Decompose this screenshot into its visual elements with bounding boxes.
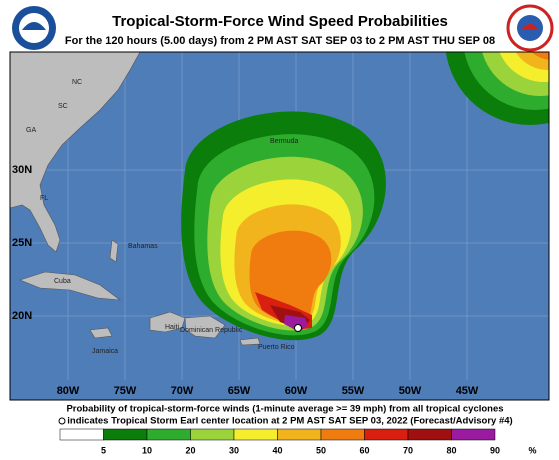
lon-label: 50W xyxy=(399,385,422,397)
place-label: Bahamas xyxy=(128,243,158,250)
land xyxy=(10,52,261,346)
lon-label: 45W xyxy=(456,385,479,397)
legend-swatch xyxy=(103,428,148,441)
legend-swatch xyxy=(233,428,278,441)
legend-label: 20 xyxy=(185,445,195,455)
legend-swatch xyxy=(59,428,104,441)
place-label: Bermuda xyxy=(270,138,299,145)
place-label: Haiti xyxy=(165,324,179,331)
legend-label: 5 xyxy=(101,445,106,455)
place-label: NC xyxy=(72,79,82,86)
lat-label: 30N xyxy=(12,164,32,176)
place-label: Dominican Republic xyxy=(180,327,243,334)
lon-label: 75W xyxy=(114,385,137,397)
legend-swatch xyxy=(407,428,452,441)
noaa-logo xyxy=(12,6,56,50)
place-label: Puerto Rico xyxy=(258,344,295,351)
legend-label: 50 xyxy=(316,445,326,455)
lon-label: 70W xyxy=(171,385,194,397)
legend-label: 70 xyxy=(403,445,413,455)
legend-swatch xyxy=(320,428,365,441)
center-symbol xyxy=(58,417,66,425)
legend-label: % xyxy=(528,445,536,455)
legend-swatch xyxy=(190,428,235,441)
legend-swatch xyxy=(146,428,191,441)
storm-center xyxy=(294,324,302,332)
legend-label: 60 xyxy=(359,445,369,455)
subtitle: For the 120 hours (5.00 days) from 2 PM … xyxy=(65,35,495,47)
lon-label: 55W xyxy=(342,385,365,397)
lon-band xyxy=(10,380,549,400)
place-label: GA xyxy=(26,127,36,134)
legend-label: 30 xyxy=(229,445,239,455)
legend-swatch xyxy=(451,428,496,441)
legend-label: 40 xyxy=(272,445,282,455)
legend-swatch xyxy=(277,428,322,441)
map-frame xyxy=(9,51,550,401)
legend-swatch xyxy=(364,428,409,441)
legend-label: 80 xyxy=(446,445,456,455)
legend-label: 90 xyxy=(490,445,500,455)
lat-label: 25N xyxy=(12,237,32,249)
probability-swath xyxy=(181,52,549,341)
footer-line2: indicates Tropical Storm Earl center loc… xyxy=(67,416,512,427)
place-label: FL xyxy=(40,195,48,202)
footer-line1: Probability of tropical-storm-force wind… xyxy=(66,404,503,415)
lon-label: 65W xyxy=(228,385,251,397)
lon-label: 80W xyxy=(57,385,80,397)
place-label: SC xyxy=(58,103,68,110)
lon-label: 60W xyxy=(285,385,308,397)
nws-logo xyxy=(506,4,554,52)
lat-label: 20N xyxy=(12,310,32,322)
map: NC SC GA FL Bermuda Bahamas Cuba Haiti Dominican… xyxy=(10,52,549,400)
place-label: Cuba xyxy=(54,278,71,285)
place-label: Jamaica xyxy=(92,348,118,355)
title: Tropical-Storm-Force Wind Speed Probabil… xyxy=(112,13,448,30)
legend-label: 10 xyxy=(142,445,152,455)
